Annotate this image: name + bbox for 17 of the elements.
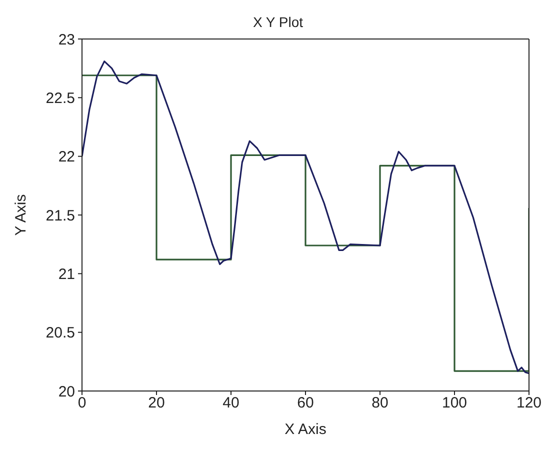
x-tick-label: 80 [372, 394, 388, 412]
y-tick-label: 21 [58, 266, 75, 283]
x-tick-label: 0 [78, 394, 86, 412]
chart-title: X Y Plot [252, 14, 304, 30]
y-tick-label: 20 [58, 383, 75, 400]
x-tick-label: 20 [148, 394, 165, 412]
x-axis-title: X Axis [284, 421, 326, 438]
y-tick-label: 23 [58, 31, 75, 48]
x-tick-label: 120 [516, 394, 542, 412]
y-tick-label: 22 [58, 148, 75, 166]
x-tick-label: 100 [442, 394, 468, 412]
x-tick-label: 40 [222, 394, 240, 412]
y-tick-label: 22.5 [46, 90, 75, 107]
y-axis-title: Y Axis [12, 194, 30, 236]
y-tick-label: 20.5 [46, 324, 75, 342]
x-tick-label: 60 [297, 394, 314, 412]
y-tick-label: 21.5 [46, 207, 75, 224]
